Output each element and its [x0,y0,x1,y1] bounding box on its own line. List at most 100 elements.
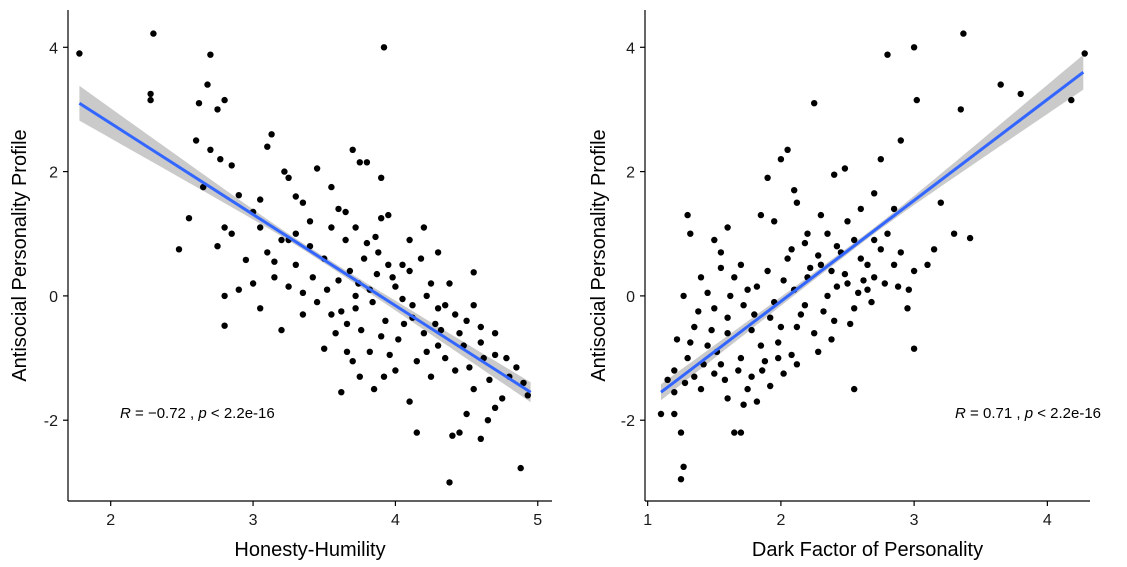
data-point [369,298,376,306]
data-point [323,286,331,293]
data-point [864,286,871,293]
data-point [477,339,484,346]
data-point [392,367,399,374]
data-point [771,218,778,225]
data-point [463,317,470,324]
data-point [200,183,207,191]
data-point [207,146,214,153]
data-point [937,199,944,206]
data-point [744,286,751,293]
data-point [437,326,445,334]
data-point [499,395,506,402]
data-point [338,389,345,396]
data-point [764,174,771,181]
data-point [335,277,342,284]
data-point [271,258,278,265]
data-point [735,367,742,374]
data-point [356,373,363,380]
data-point [884,230,891,237]
data-point [855,289,862,296]
data-point [175,246,183,253]
data-point [871,190,878,197]
data-point [235,286,242,293]
data-point [744,385,751,393]
data-point [828,267,835,275]
data-point [833,243,841,250]
data-point [221,224,228,231]
data-point [784,146,791,153]
x-ticks: 2 3 4 5 [106,501,542,529]
data-point [147,96,154,104]
data-point [784,255,791,262]
data-point [828,336,835,343]
data-point [881,280,888,287]
data-point [857,255,864,262]
data-point [399,295,406,303]
data-point [815,348,822,355]
data-point [788,246,795,253]
data-point [788,351,795,359]
data-point [442,354,449,362]
data-point [343,348,351,355]
data-point [724,224,731,231]
data-point [793,323,801,331]
data-point [313,298,321,306]
data-point [306,218,314,225]
data-point [434,305,442,312]
data-point [831,171,838,178]
data-point [721,376,729,383]
x-tick-label: 4 [391,512,400,529]
data-point [793,361,801,368]
data-point [673,336,681,343]
r-value: = 0.71 , [966,405,1025,422]
confidence-band [79,85,531,403]
data-point [278,326,285,334]
data-point [456,330,463,337]
data-point [731,429,738,436]
data-point [395,336,402,343]
data-point [432,320,439,328]
data-point [360,255,368,262]
data-point [221,292,228,300]
x-tick-label: 2 [106,512,115,529]
data-point [228,230,235,237]
data-point [249,280,257,287]
data-point [966,234,974,242]
data-point [910,44,918,51]
data-point [207,51,214,58]
regression-line [78,101,532,394]
data-point [913,96,920,104]
data-point [406,236,413,244]
data-point [904,305,911,312]
data-point [385,211,392,219]
data-point [524,392,531,399]
data-point [711,236,718,244]
data-point [185,215,193,222]
data-point [804,230,811,237]
data-point [687,339,694,346]
data-point [801,239,809,247]
data-point [851,236,858,244]
data-point [366,348,373,355]
y-axis-title: Antisocial Personality Profile [588,129,610,381]
data-point [491,330,499,337]
data-point [757,211,765,219]
data-point [292,230,299,237]
data-point [884,51,891,58]
data-point [446,280,453,287]
data-point [292,261,299,268]
correlation-annotation: R = 0.71 , p < 2.2e-16 [955,405,1101,422]
r-label: R [955,405,966,422]
confidence-band [661,54,1084,401]
data-point [851,305,858,312]
data-point [150,30,157,37]
data-point [382,317,389,324]
y-tick-label: 4 [626,40,635,57]
data-point [372,233,379,241]
x-tick-label: 3 [910,512,919,529]
data-point [413,358,420,365]
data-point [801,302,809,309]
data-point [924,261,931,268]
data-point [449,432,456,439]
data-point [338,308,345,315]
